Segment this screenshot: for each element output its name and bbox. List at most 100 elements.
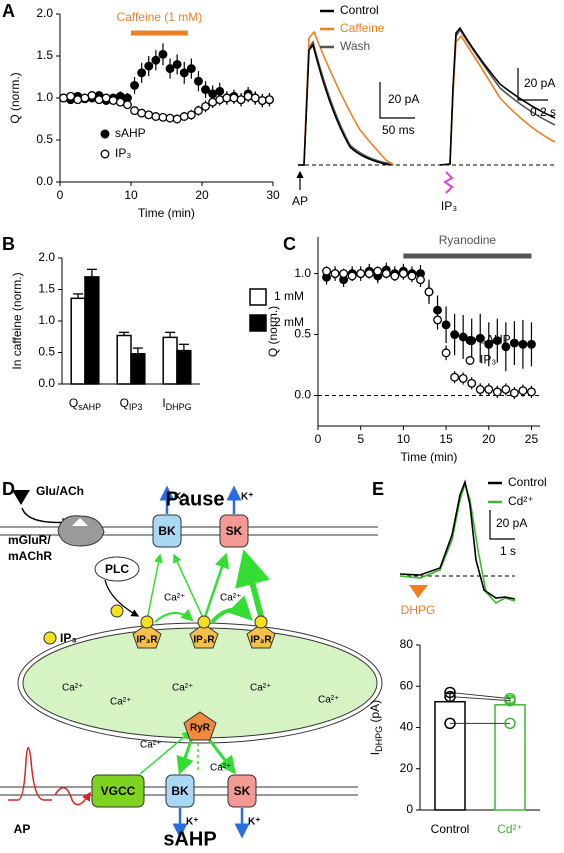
point <box>108 96 118 105</box>
legend-label: Control <box>508 475 547 489</box>
x-tick-label: QIP3 <box>120 396 143 412</box>
scale-label: 50 ms <box>382 123 415 137</box>
ligand-label: Glu/ACh <box>36 484 84 498</box>
ryr <box>183 711 217 741</box>
x-tick-label: 10 <box>124 188 138 202</box>
x-tick-label: 15 <box>439 432 453 446</box>
ip3 <box>110 604 124 618</box>
scale-bar <box>379 82 415 119</box>
receptor-label: mGluR/ <box>8 533 51 547</box>
trace-label: IP₃ <box>441 199 457 213</box>
trace <box>439 34 556 166</box>
point <box>144 61 154 71</box>
ion-label: K⁺ <box>174 492 187 503</box>
ap-label: AP <box>14 822 31 836</box>
x-tick-label: 25 <box>525 432 539 446</box>
point <box>458 373 468 383</box>
traces-e <box>399 479 516 605</box>
legend-label: Control <box>340 3 379 17</box>
ca-label: Ca²⁺ <box>318 695 339 706</box>
point <box>186 110 196 120</box>
annotation-label: Caffeine (1 mM) <box>116 10 202 24</box>
vgcc <box>91 774 145 808</box>
x-axis-label: Time (min) <box>401 450 458 464</box>
text-part: Q <box>120 396 129 410</box>
bar <box>70 297 86 385</box>
panel-label: B <box>2 234 15 254</box>
point <box>450 372 460 382</box>
point <box>467 378 477 388</box>
y-tick-label: 0.0 <box>36 174 53 188</box>
legend-label: sAHP <box>115 126 146 140</box>
y-tick-label: 0.5 <box>294 327 311 341</box>
point <box>347 271 357 281</box>
ip3-legend <box>43 631 57 645</box>
point <box>193 106 203 116</box>
point <box>484 339 494 349</box>
point <box>504 717 516 730</box>
sk-channel <box>227 774 257 808</box>
panel-label: E <box>372 479 384 499</box>
trace <box>439 28 556 166</box>
text-part: DHPG <box>166 402 192 412</box>
channel-label: BK <box>171 784 189 798</box>
point <box>444 686 456 699</box>
annotation-label: Ryanodine <box>439 233 497 247</box>
y-tick-label: 20 <box>400 761 414 775</box>
binding-site <box>72 518 88 526</box>
y-axis-label: Q (norm.) <box>8 72 22 123</box>
y-tick-label: 2.0 <box>36 6 53 20</box>
point <box>165 64 175 74</box>
ryr-label: RyR <box>190 723 211 734</box>
point <box>73 95 83 105</box>
ca-label: Ca²⁺ <box>172 683 193 694</box>
bar <box>116 334 132 385</box>
x-tick-label: IDHPG <box>162 396 191 412</box>
point <box>137 108 147 118</box>
point <box>390 271 400 281</box>
bar <box>84 276 100 385</box>
point <box>433 315 442 325</box>
point <box>87 91 97 100</box>
point <box>518 386 528 396</box>
point <box>179 68 189 78</box>
point <box>373 266 383 276</box>
panel-label: A <box>2 1 15 21</box>
y-tick-label: 80 <box>400 637 414 651</box>
point <box>201 101 210 111</box>
legend-marker <box>465 356 475 365</box>
point <box>509 388 519 398</box>
point <box>215 95 225 105</box>
pair-line <box>449 696 511 702</box>
scale-bar <box>489 510 515 540</box>
bar <box>162 336 178 385</box>
arrow <box>54 786 91 806</box>
y-tick-label: 1.0 <box>36 90 53 104</box>
point <box>265 95 274 105</box>
legend-marker <box>465 336 475 345</box>
text-part: I <box>162 396 165 410</box>
sk-channel <box>219 514 249 548</box>
point <box>527 387 536 397</box>
y-axis-label: Q (norm.) <box>266 306 280 357</box>
point <box>151 112 161 121</box>
ca-label: Ca²⁺ <box>250 683 271 694</box>
point <box>229 93 239 103</box>
bar <box>176 349 192 385</box>
x-tick-label: 0 <box>57 188 64 202</box>
point <box>444 717 456 730</box>
scale-label: 20 pA <box>524 76 555 90</box>
point <box>59 93 68 103</box>
point <box>165 113 175 123</box>
point <box>243 91 253 101</box>
legend-swatch <box>249 288 267 306</box>
point <box>492 387 502 397</box>
legend-label: sAHP <box>480 333 511 347</box>
ca-label: Ca²⁺ <box>220 593 241 604</box>
point <box>501 342 511 352</box>
point <box>518 339 528 349</box>
point <box>186 64 196 74</box>
text-part: DHPG <box>374 726 384 752</box>
plc <box>94 556 140 582</box>
point <box>484 384 494 394</box>
